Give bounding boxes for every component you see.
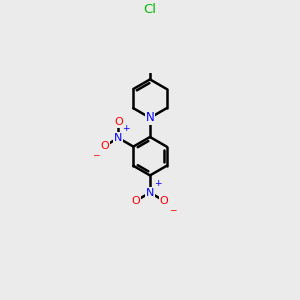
Text: +: + bbox=[122, 124, 130, 133]
Text: +: + bbox=[154, 178, 161, 188]
Text: Cl: Cl bbox=[143, 3, 157, 16]
Text: O: O bbox=[114, 117, 123, 127]
Text: N: N bbox=[146, 188, 154, 198]
Text: O: O bbox=[131, 196, 140, 206]
Text: −: − bbox=[92, 150, 99, 159]
Text: N: N bbox=[146, 111, 154, 124]
Text: O: O bbox=[160, 196, 169, 206]
Text: O: O bbox=[100, 141, 109, 151]
Text: N: N bbox=[114, 133, 123, 143]
Text: −: − bbox=[169, 205, 176, 214]
